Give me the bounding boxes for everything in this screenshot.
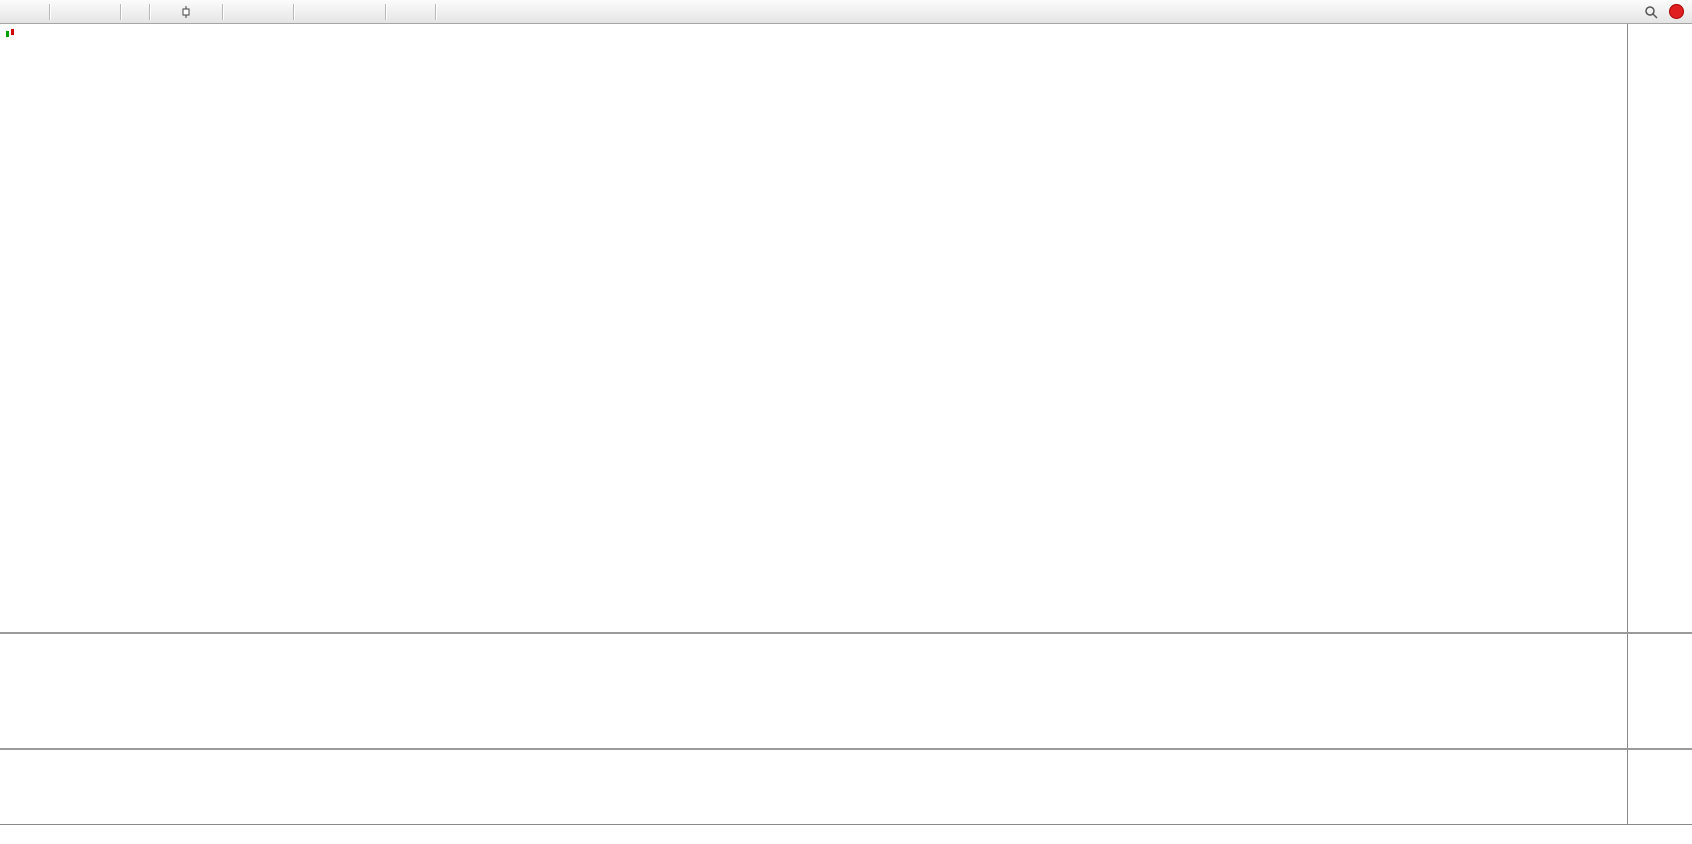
candlestick-icon	[182, 5, 190, 18]
candlestick-chart[interactable]	[0, 24, 1627, 632]
candlestick-type-button[interactable]	[175, 2, 197, 22]
announcement-button[interactable]	[54, 2, 74, 22]
zoom-out-button[interactable]	[248, 2, 268, 22]
main-chart-plot[interactable]	[0, 24, 1627, 632]
new-order-button[interactable]	[25, 2, 45, 22]
panel-divider[interactable]	[0, 748, 1692, 750]
macd-axis[interactable]	[1627, 634, 1691, 748]
toolbar	[0, 0, 1692, 24]
macd-plot[interactable]	[0, 634, 1627, 748]
arrange-windows-button[interactable]	[298, 2, 318, 22]
new-chart-button[interactable]	[4, 2, 24, 22]
toolbar-right-group	[1639, 2, 1688, 22]
toolbar-separator	[49, 3, 50, 20]
bar-chart-type-button[interactable]	[154, 2, 174, 22]
autotrading-button[interactable]	[125, 2, 145, 22]
text-tool-button[interactable]	[545, 2, 565, 22]
trendline-tool-button[interactable]	[482, 2, 502, 22]
templates-button[interactable]	[361, 2, 381, 22]
line-chart-type-button[interactable]	[198, 2, 218, 22]
chart-window	[0, 24, 1692, 844]
cursor-tool-button[interactable]	[390, 2, 410, 22]
channel-tool-button[interactable]	[503, 2, 523, 22]
panel-divider[interactable]	[0, 632, 1692, 634]
rsi-panel	[0, 750, 1692, 824]
crosshair-tool-button[interactable]	[411, 2, 431, 22]
search-button[interactable]	[1639, 2, 1663, 22]
main-panel	[0, 24, 1692, 632]
shapes-tool-button[interactable]	[587, 2, 607, 22]
refresh-button[interactable]	[96, 2, 116, 22]
tile-windows-button[interactable]	[269, 2, 289, 22]
time-axis[interactable]	[0, 824, 1692, 842]
rsi-plot[interactable]	[0, 750, 1627, 824]
toolbar-separator	[222, 3, 223, 20]
toolbar-separator	[149, 3, 150, 20]
toolbar-separator	[435, 3, 436, 20]
fibonacci-tool-button[interactable]	[524, 2, 544, 22]
label-tool-button[interactable]	[566, 2, 586, 22]
horizontal-line-tool-button[interactable]	[461, 2, 481, 22]
zoom-in-button[interactable]	[227, 2, 247, 22]
periods-button[interactable]	[340, 2, 360, 22]
macd-chart	[0, 634, 1627, 748]
mailbox-button[interactable]	[75, 2, 95, 22]
rsi-axis[interactable]	[1627, 750, 1691, 824]
toolbar-separator	[293, 3, 294, 20]
toolbar-separator	[120, 3, 121, 20]
macd-panel	[0, 634, 1692, 748]
symbol-icon	[6, 29, 14, 37]
add-indicator-button[interactable]	[319, 2, 339, 22]
rsi-chart	[0, 750, 1627, 824]
price-axis[interactable]	[1627, 24, 1691, 632]
toolbar-separator	[385, 3, 386, 20]
notification-badge[interactable]	[1669, 4, 1684, 19]
vertical-line-tool-button[interactable]	[440, 2, 460, 22]
search-icon	[1645, 5, 1658, 19]
